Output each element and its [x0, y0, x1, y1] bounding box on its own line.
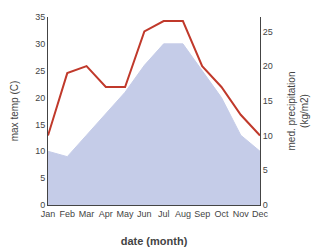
- svg-text:5: 5: [40, 173, 45, 183]
- svg-text:10: 10: [263, 131, 273, 141]
- svg-text:Oct: Oct: [214, 209, 229, 219]
- svg-text:Mar: Mar: [79, 209, 95, 219]
- svg-text:10: 10: [35, 146, 45, 156]
- svg-text:20: 20: [263, 61, 273, 71]
- svg-text:Feb: Feb: [60, 209, 76, 219]
- svg-text:Jun: Jun: [137, 209, 152, 219]
- svg-text:15: 15: [263, 96, 273, 106]
- svg-text:Sep: Sep: [194, 209, 210, 219]
- svg-text:max temp (C): max temp (C): [9, 81, 20, 142]
- svg-text:5: 5: [263, 165, 268, 175]
- svg-text:Aug: Aug: [175, 209, 191, 219]
- svg-text:15: 15: [35, 120, 45, 130]
- svg-text:Nov: Nov: [233, 209, 250, 219]
- svg-text:Apr: Apr: [99, 209, 113, 219]
- svg-text:25: 25: [263, 27, 273, 37]
- svg-text:Jul: Jul: [158, 209, 170, 219]
- svg-text:25: 25: [35, 66, 45, 76]
- svg-text:0: 0: [40, 200, 45, 210]
- svg-text:Jan: Jan: [41, 209, 56, 219]
- svg-text:30: 30: [35, 39, 45, 49]
- svg-text:May: May: [117, 209, 135, 219]
- svg-text:35: 35: [35, 12, 45, 22]
- svg-text:med. precipitation(kg/m2): med. precipitation(kg/m2): [286, 72, 310, 151]
- svg-text:date (month): date (month): [121, 235, 188, 247]
- svg-text:Dec: Dec: [252, 209, 269, 219]
- svg-text:20: 20: [35, 93, 45, 103]
- svg-text:0: 0: [263, 200, 268, 210]
